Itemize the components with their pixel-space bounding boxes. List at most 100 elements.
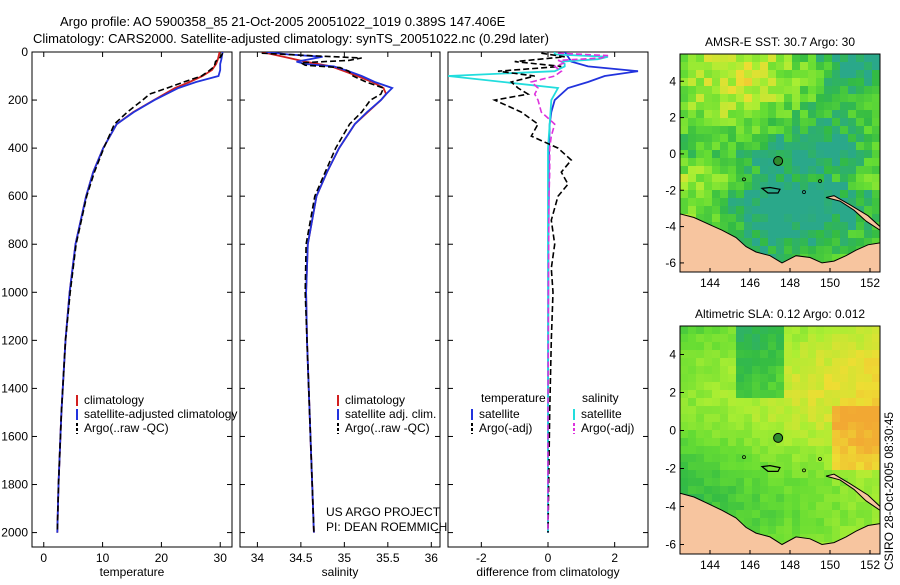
sla_map-cell [688,446,697,455]
project-line1: US ARGO PROJECT [326,505,441,519]
sla_map-cell [680,390,689,399]
sst_map-cell [720,158,729,167]
sla_map-cell [712,486,721,495]
sla_map-cell [792,374,801,383]
sla_map-cell [864,334,873,343]
sla_map-cell [864,510,873,519]
sst_map-cell [784,238,793,247]
sst_map-cell [696,62,705,71]
sst_map-cell [864,166,873,175]
sla_map-cell [832,470,841,479]
sst_map-cell [728,166,737,175]
sst_map-cell [744,142,753,151]
sla_map-cell [784,430,793,439]
sst_map-cell [800,102,809,111]
sst_map-cell [784,110,793,119]
sst_map-cell [792,174,801,183]
sla_map-cell [840,406,849,415]
sla_map-island-new-ireland [825,473,880,511]
sst_map-cell [704,70,713,79]
sst_map-cell [728,230,737,239]
sst_map-cell [784,134,793,143]
sst_map-cell [704,134,713,143]
sla_map-cell [872,374,880,383]
sst_map-islet [802,190,806,194]
sla_map-cell [792,502,801,511]
sst_map-cell [728,134,737,143]
sst_map-cell [872,230,880,239]
sst_map-cell [832,230,841,239]
sst_map-cell [776,70,785,79]
sst_map-cell [824,70,833,79]
sst_map-cell [848,206,857,215]
sst_map-cell [696,134,705,143]
sla_map-cell [728,422,737,431]
sst_map-cell [792,118,801,127]
sst_map-cell [856,126,865,135]
sst_map-cell [872,182,880,191]
sst_map-cell [768,214,777,223]
sst_map-cell [784,214,793,223]
sst_map-cell [728,182,737,191]
sla_map-cell [792,510,801,519]
sst_map-cell [736,142,745,151]
sla_map-cell [792,358,801,367]
sla_map-cell [848,526,857,535]
sla_map-cell [744,398,753,407]
sla_map-cell [736,446,745,455]
sla_map-cell [808,334,817,343]
sst_map-cell [792,110,801,119]
sst_map-cell [704,190,713,199]
sla_map-cell [784,526,793,535]
sla_map-cell [712,494,721,503]
sla_map-cell [752,502,761,511]
sla_map-cell [840,502,849,511]
sla_map-cell [760,414,769,423]
sst_map-cell [752,78,761,87]
sla_map-cell [784,406,793,415]
sla_map-cell [856,326,865,335]
sla_map-cell [752,398,761,407]
sla_map-cell [768,406,777,415]
sst_map-cell [744,174,753,183]
sla_map-cell [784,510,793,519]
sla_map-cell [848,358,857,367]
sla_map-cell [712,350,721,359]
sst_map-cell [712,70,721,79]
salinity-frame [239,51,441,548]
sst_map-cell [856,94,865,103]
sst_map-ytick-label: -4 [665,220,676,234]
sla_map-cell [704,478,713,487]
sla_map-cell [840,518,849,527]
sla_map-cell [824,446,833,455]
temp-legend-argo-label: Argo(..raw -QC) [84,421,169,435]
sla_map-cell [856,446,865,455]
sla_map-cell [808,446,817,455]
sla_map-cell [776,478,785,487]
sst_map-cell [864,222,873,231]
sst_map-cell [856,62,865,71]
sst_map-cell [856,174,865,183]
sst_map-cell [792,166,801,175]
sst_map-cell [688,158,697,167]
difference-series-temperature-argo-adj- [492,52,573,533]
sla_map-cell [704,438,713,447]
sla_map-cell [784,534,793,543]
sla_map-cell [800,414,809,423]
sst_map-cell [744,94,753,103]
sla_map-cell [792,446,801,455]
sst_map-cell [816,206,825,215]
sst_map-cell [696,166,705,175]
sla_map-cell [736,350,745,359]
sla_map-cell [720,390,729,399]
sla_map-cell [832,430,841,439]
sst_map-cell [728,62,737,71]
sst_map-cell [824,110,833,119]
sla_map-cell [784,366,793,375]
sst_map-cell [816,150,825,159]
sst_map-cell [848,230,857,239]
sst_map-cell [856,110,865,119]
sla_map-cell [864,462,873,471]
sst_map-cell [800,190,809,199]
sla_map-cell [872,462,880,471]
